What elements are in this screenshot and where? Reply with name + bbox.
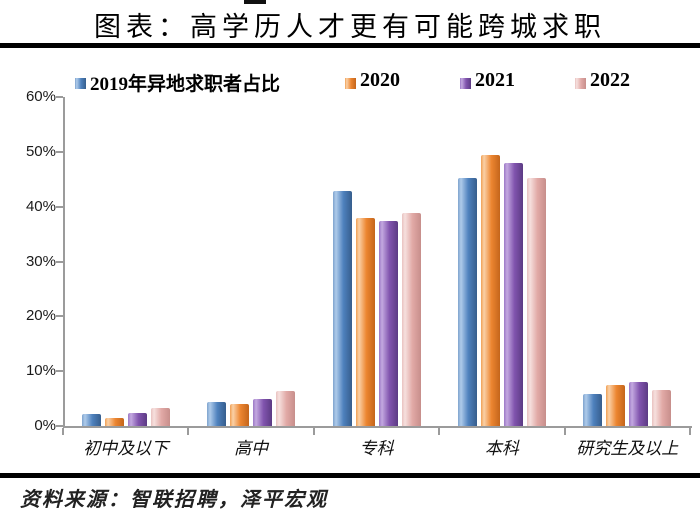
legend-marker-2019 xyxy=(75,78,86,89)
y-tick-mark xyxy=(56,425,63,427)
bar-2019-本科 xyxy=(457,178,477,426)
cropped-text-fragment xyxy=(244,0,266,4)
y-tick-mark xyxy=(56,96,63,98)
bottom-rule xyxy=(0,473,700,478)
y-tick-mark xyxy=(56,370,63,373)
bar-2021-本科 xyxy=(503,162,523,426)
bar-2022-专科 xyxy=(401,212,421,426)
y-tick-mark xyxy=(56,205,63,208)
legend-marker-2022 xyxy=(575,78,586,89)
legend-marker-2021 xyxy=(460,78,471,89)
y-tick-mark xyxy=(56,150,63,153)
x-tick-mark xyxy=(187,428,190,435)
x-tick-mark xyxy=(438,428,441,435)
bar-2022-初中及以下 xyxy=(150,408,170,426)
y-tick-label: 60% xyxy=(25,88,56,105)
bar-2020-本科 xyxy=(480,155,500,426)
legend-label-2022: 2022 xyxy=(590,69,630,91)
y-tick-mark xyxy=(56,315,63,318)
bar-2022-高中 xyxy=(276,390,296,426)
x-category-label: 研究生及以上 xyxy=(576,439,679,458)
bar-2022-本科 xyxy=(526,178,546,426)
x-tick-mark xyxy=(62,428,64,435)
x-category-label: 专科 xyxy=(359,439,394,458)
x-axis-line xyxy=(63,426,692,428)
legend-marker-2020 xyxy=(345,78,356,89)
y-tick-label: 20% xyxy=(25,307,56,325)
bar-2022-研究生及以上 xyxy=(652,390,672,426)
bar-2021-初中及以下 xyxy=(127,412,147,426)
bar-2021-专科 xyxy=(378,220,398,426)
x-tick-mark xyxy=(312,428,315,435)
y-axis-line xyxy=(63,97,65,426)
top-rule xyxy=(0,43,700,48)
bar-2019-高中 xyxy=(207,401,227,426)
chart-title: 图表：高学历人才更有可能跨城求职 xyxy=(94,12,606,42)
source-note: 资料来源：智联招聘，泽平宏观 xyxy=(20,489,328,511)
legend-label-2020: 2020 xyxy=(360,69,400,91)
bar-2019-研究生及以上 xyxy=(583,394,603,426)
x-tick-mark xyxy=(563,428,566,435)
legend-label-2021: 2021 xyxy=(475,69,515,91)
x-category-label: 本科 xyxy=(484,439,519,458)
x-category-label: 高中 xyxy=(234,439,269,458)
y-tick-mark xyxy=(56,260,63,263)
bar-2020-高中 xyxy=(230,404,250,426)
bar-2020-专科 xyxy=(355,217,375,426)
y-tick-label: 0% xyxy=(34,417,56,434)
bar-2021-高中 xyxy=(253,399,273,426)
x-category-label: 初中及以下 xyxy=(83,439,169,458)
y-tick-label: 30% xyxy=(25,252,56,270)
x-tick-mark xyxy=(689,428,691,435)
y-tick-label: 10% xyxy=(25,362,56,380)
bar-2019-专科 xyxy=(332,190,352,426)
bar-2020-研究生及以上 xyxy=(606,384,626,426)
y-tick-label: 50% xyxy=(25,142,56,160)
bar-2019-初中及以下 xyxy=(81,413,101,426)
bar-2020-初中及以下 xyxy=(104,417,124,426)
bar-2021-研究生及以上 xyxy=(629,382,649,426)
legend-label-2019: 2019年异地求职者占比 xyxy=(90,74,281,95)
y-tick-label: 40% xyxy=(25,197,56,215)
